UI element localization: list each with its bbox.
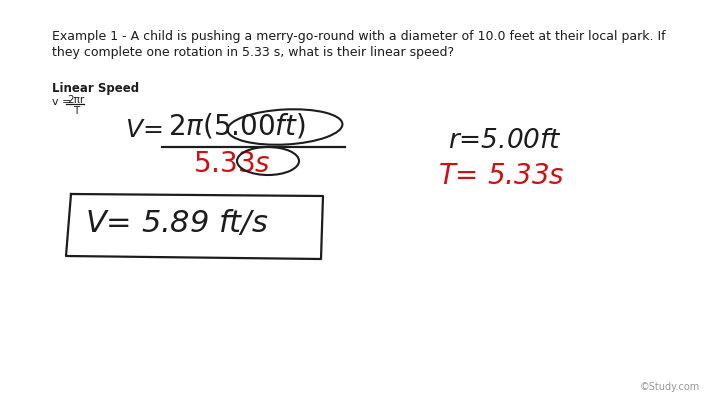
Text: $2\pi(5.00ft)$: $2\pi(5.00ft)$ [168, 112, 306, 141]
Text: $\mathit{V}$= 5.89 ft/s: $\mathit{V}$= 5.89 ft/s [85, 207, 268, 237]
Text: $T$= 5.33s: $T$= 5.33s [438, 162, 565, 190]
Text: they complete one rotation in 5.33 s, what is their linear speed?: they complete one rotation in 5.33 s, wh… [52, 46, 454, 59]
Text: $r$=5.00ft: $r$=5.00ft [448, 128, 562, 154]
Text: v =: v = [52, 97, 72, 107]
Text: Example 1 - A child is pushing a merry-go-round with a diameter of 10.0 feet at : Example 1 - A child is pushing a merry-g… [52, 30, 666, 43]
Text: Linear Speed: Linear Speed [52, 82, 139, 95]
Text: 2πr: 2πr [67, 95, 84, 105]
Text: $5.33s$: $5.33s$ [193, 150, 271, 178]
Text: $\mathit{V}$=: $\mathit{V}$= [125, 118, 162, 142]
Text: T: T [73, 106, 79, 116]
Text: ©Study.com: ©Study.com [640, 381, 700, 391]
